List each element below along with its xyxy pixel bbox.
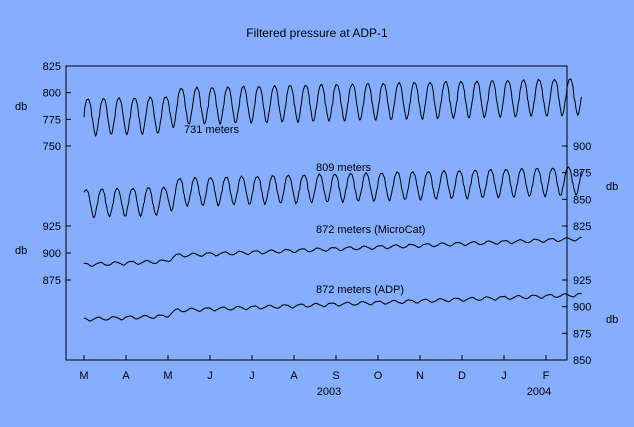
series-label-adp: 872 meters (ADP) xyxy=(316,284,404,296)
y-tick-label-0-3: 750 xyxy=(43,141,61,153)
x-tick-label-11: F xyxy=(543,370,550,382)
x-tick-label-3: J xyxy=(207,370,213,382)
y-tick-label-3-0: 925 xyxy=(573,275,591,287)
y-axis-label-2: db xyxy=(606,181,618,193)
y-tick-label-1-1: 875 xyxy=(573,168,591,180)
chart-title: Filtered pressure at ADP-1 xyxy=(246,26,388,40)
x-tick-label-4: J xyxy=(249,370,255,382)
y-tick-label-3-3: 850 xyxy=(573,355,591,367)
y-tick-label-2-1: 900 xyxy=(43,248,61,260)
series-line-3 xyxy=(83,292,582,322)
y-axis-label-4: db xyxy=(606,314,618,326)
series-line-1 xyxy=(83,166,583,219)
x-tick-label-1: A xyxy=(122,370,130,382)
series-label-731: 731 meters xyxy=(184,124,240,136)
plot-frame xyxy=(65,65,568,361)
series-line-2 xyxy=(83,236,582,267)
y-tick-label-1-0: 900 xyxy=(573,141,591,153)
y-tick-label-3-2: 875 xyxy=(573,328,591,340)
y-tick-label-2-2: 875 xyxy=(43,275,61,287)
y-tick-label-0-1: 800 xyxy=(43,88,61,100)
y-tick-label-3-1: 900 xyxy=(573,302,591,314)
y-tick-label-0-2: 775 xyxy=(43,114,61,126)
year-label-0: 2003 xyxy=(317,386,341,398)
x-tick-label-6: S xyxy=(332,370,339,382)
y-tick-label-1-3: 825 xyxy=(573,221,591,233)
x-tick-label-9: D xyxy=(458,370,466,382)
year-label-1: 2004 xyxy=(527,386,551,398)
x-tick-label-2: M xyxy=(163,370,172,382)
series-label-microcat: 872 meters (MicroCat) xyxy=(316,224,425,236)
y-axis-label-1: db xyxy=(15,101,27,113)
y-tick-label-1-2: 850 xyxy=(573,194,591,206)
x-tick-label-7: O xyxy=(374,370,383,382)
y-tick-label-0-0: 825 xyxy=(43,61,61,73)
y-axis-label-3: db xyxy=(15,245,27,257)
series-line-0 xyxy=(83,78,583,137)
x-tick-label-10: J xyxy=(501,370,507,382)
x-tick-label-5: A xyxy=(290,370,298,382)
y-tick-label-2-0: 925 xyxy=(43,221,61,233)
x-tick-label-8: N xyxy=(416,370,424,382)
series-label-809: 809 meters xyxy=(316,162,372,174)
x-tick-label-0: M xyxy=(79,370,88,382)
